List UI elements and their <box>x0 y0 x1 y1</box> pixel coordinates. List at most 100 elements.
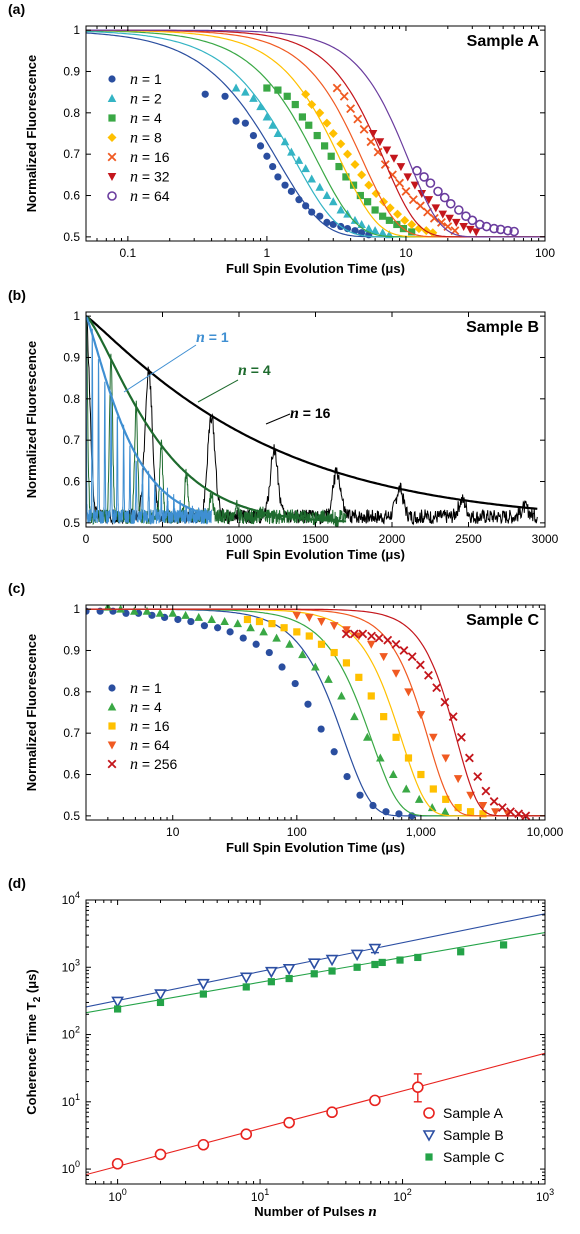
y-tick-label: 1 <box>73 602 80 616</box>
data-point <box>448 712 458 722</box>
data-point <box>335 162 343 171</box>
series-sample-a <box>86 1052 545 1176</box>
envelope-curve <box>86 315 538 510</box>
y-tick-label: 0.7 <box>63 147 80 161</box>
data-point <box>471 228 481 237</box>
x-tick-label: 101 <box>251 1187 269 1204</box>
data-point <box>298 650 307 659</box>
x-tick-label: 102 <box>393 1187 411 1204</box>
data-point <box>423 1107 435 1119</box>
data-point <box>445 198 456 209</box>
data-point <box>396 163 406 172</box>
data-point <box>358 629 368 639</box>
data-point <box>401 186 411 196</box>
envelope-curve <box>86 315 347 523</box>
data-point <box>404 754 413 762</box>
data-point <box>371 960 379 969</box>
data-point <box>329 220 337 229</box>
y-axis-label: Normalized Fluorescence <box>24 341 39 499</box>
data-point <box>457 948 465 956</box>
legend-label: Sample C <box>443 1149 504 1165</box>
data-point <box>379 212 387 220</box>
data-point <box>393 220 401 229</box>
data-point <box>433 186 443 197</box>
data-point <box>111 1157 124 1170</box>
data-point <box>315 182 325 191</box>
data-point <box>322 118 332 128</box>
data-point <box>226 628 234 636</box>
data-point <box>509 226 519 237</box>
data-point <box>197 1138 210 1151</box>
data-point <box>389 154 399 163</box>
series-sample-c <box>86 931 545 1014</box>
data-point <box>330 748 338 756</box>
data-point <box>278 663 286 671</box>
data-point <box>283 92 291 100</box>
x-axis-label: Full Spin Evolution Time (μs) <box>226 261 405 276</box>
data-point <box>419 172 429 182</box>
data-point <box>108 75 116 83</box>
data-point <box>267 978 275 986</box>
y-tick-label: 0.9 <box>63 643 80 657</box>
data-point <box>382 146 392 155</box>
legend-label: n = 16 <box>130 149 170 166</box>
legend-label: Sample A <box>443 1105 504 1121</box>
y-tick-label: 0.5 <box>63 230 80 244</box>
data-point <box>242 983 250 991</box>
series-n-64 <box>86 29 545 238</box>
data-point <box>268 620 276 628</box>
legend-label: n = 16 <box>130 718 170 735</box>
data-point <box>201 90 209 98</box>
data-point <box>293 628 301 636</box>
y-axis-label: Normalized Fluorescence <box>24 634 39 792</box>
data-point <box>349 629 359 639</box>
data-point <box>432 683 442 693</box>
data-point <box>343 772 351 781</box>
data-point <box>325 954 339 967</box>
data-point <box>200 622 209 630</box>
leader-line <box>265 413 291 425</box>
x-tick-label: 1,000 <box>406 825 436 839</box>
data-point <box>317 725 325 733</box>
sample-title: Sample A <box>467 33 540 50</box>
legend-label: n = 1 <box>130 680 162 697</box>
data-point <box>249 131 258 140</box>
data-point <box>207 614 216 623</box>
data-point <box>364 180 374 190</box>
plot-area <box>86 605 545 820</box>
data-point <box>304 613 314 622</box>
data-point <box>467 215 478 226</box>
data-point <box>321 142 329 150</box>
data-point <box>308 208 316 216</box>
data-point <box>341 629 351 639</box>
data-point <box>107 152 117 162</box>
data-point <box>272 633 281 642</box>
leader-line <box>197 379 239 403</box>
x-tick-label: 103 <box>536 1187 554 1204</box>
data-point <box>350 712 359 721</box>
data-point <box>441 754 451 763</box>
data-point <box>107 741 117 750</box>
data-point <box>415 201 425 211</box>
data-point <box>307 174 317 183</box>
x-axis-label: Full Spin Evolution Time (μs) <box>226 547 405 562</box>
data-point <box>327 152 335 160</box>
legend-label: n = 8 <box>130 130 162 147</box>
data-point <box>336 139 346 149</box>
data-point <box>403 173 413 182</box>
y-tick-label: 102 <box>62 1025 80 1042</box>
axes-d: 100 101 102 103 100 101 102 103 104 (d) Number of … <box>8 875 554 1220</box>
data-point <box>371 206 379 214</box>
data-point <box>233 619 243 628</box>
y-tick-label: 0.6 <box>63 768 80 782</box>
data-point <box>350 949 364 962</box>
data-point <box>382 808 390 816</box>
data-point <box>342 173 350 181</box>
data-point <box>280 137 290 146</box>
data-point <box>417 770 425 779</box>
data-point <box>317 618 326 627</box>
data-point <box>273 129 283 137</box>
data-point <box>298 113 306 121</box>
data-point <box>231 83 241 92</box>
data-point <box>295 196 303 204</box>
